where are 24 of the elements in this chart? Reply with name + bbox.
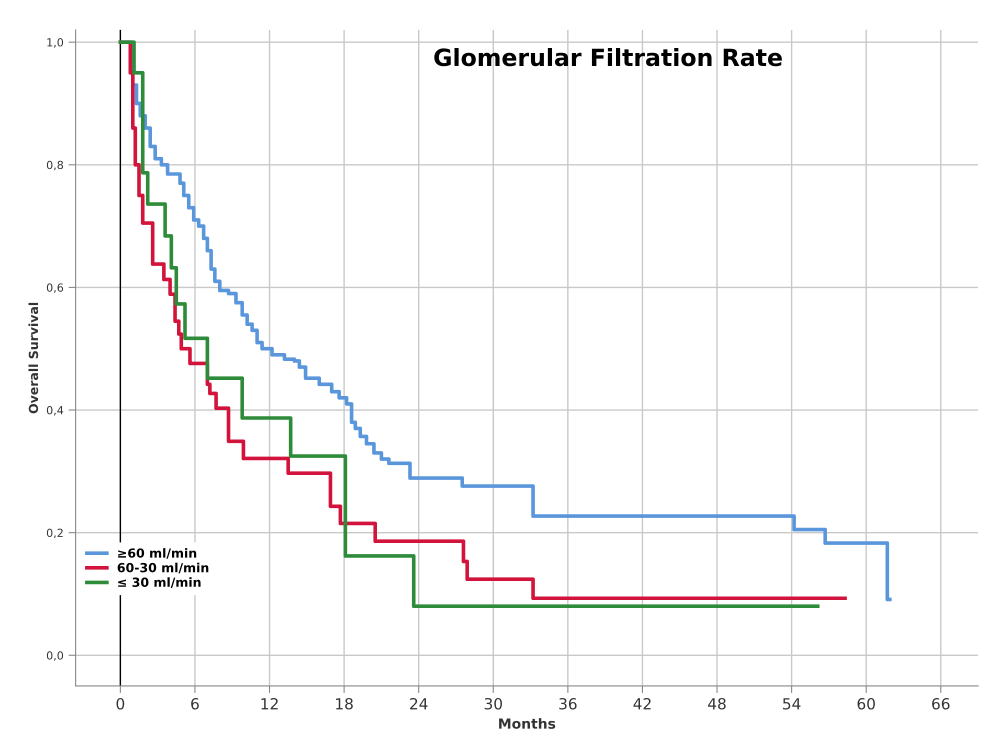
legend-label: ≤ 30 ml/min bbox=[118, 577, 201, 588]
y-axis-title: Overall Survival bbox=[28, 302, 38, 414]
y-tick-label: 0,6 bbox=[46, 283, 64, 293]
x-tick-label: 66 bbox=[932, 698, 950, 710]
x-tick-label: 12 bbox=[261, 698, 278, 710]
x-tick-label: 42 bbox=[633, 698, 651, 710]
legend-label: 60-30 ml/min bbox=[118, 562, 208, 574]
x-tick-label: 36 bbox=[559, 698, 577, 710]
x-tick-label: 48 bbox=[708, 698, 726, 710]
x-tick-label: 0 bbox=[116, 698, 124, 710]
x-tick-label: 60 bbox=[858, 698, 875, 710]
y-tick-label: 0,2 bbox=[46, 528, 63, 538]
x-axis-title: Months bbox=[499, 718, 556, 729]
x-tick-label: 24 bbox=[410, 698, 428, 710]
y-tick-label: 0,0 bbox=[46, 651, 64, 661]
y-tick-label: 0,8 bbox=[46, 160, 64, 170]
x-tick-label: 54 bbox=[783, 698, 800, 710]
legend-label: ≥60 ml/min bbox=[118, 548, 196, 559]
text: Glomerular Filtration Rate bbox=[434, 48, 782, 66]
y-tick-label: 0,4 bbox=[46, 406, 64, 416]
x-tick-label: 30 bbox=[484, 698, 502, 710]
x-tick-label: 18 bbox=[336, 698, 353, 710]
x-tick-label: 6 bbox=[191, 698, 199, 710]
y-tick-label: 1,0 bbox=[47, 38, 64, 48]
